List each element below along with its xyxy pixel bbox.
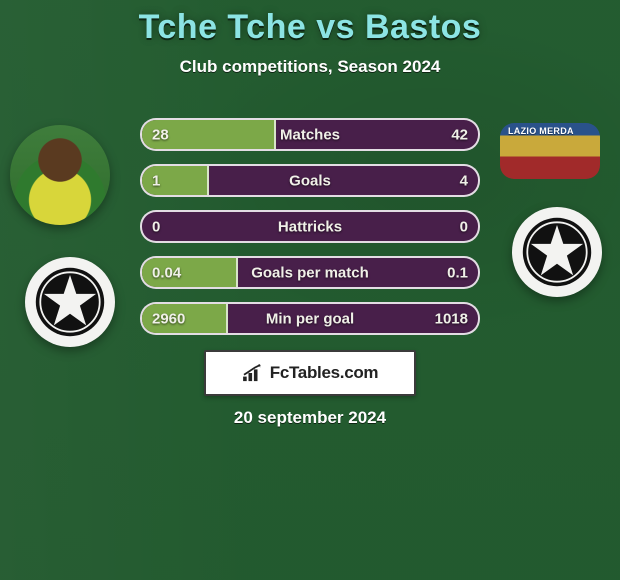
player-right-avatar xyxy=(500,123,600,179)
branding-box: FcTables.com xyxy=(204,350,416,396)
stat-value-left: 2960 xyxy=(152,310,185,327)
stat-label: Goals xyxy=(289,172,331,189)
stat-value-right: 4 xyxy=(460,172,468,189)
stat-row: 0 Hattricks 0 xyxy=(140,210,480,243)
stat-value-right: 1018 xyxy=(435,310,468,327)
stat-value-left: 28 xyxy=(152,126,169,143)
star-in-circle-icon xyxy=(25,257,115,347)
club-right-badge xyxy=(512,207,602,297)
fctables-logo-icon xyxy=(242,364,264,382)
stat-label: Hattricks xyxy=(278,218,342,235)
stat-row: 2960 Min per goal 1018 xyxy=(140,302,480,335)
star-in-circle-icon xyxy=(512,207,602,297)
player-left-avatar xyxy=(10,125,110,225)
subtitle: Club competitions, Season 2024 xyxy=(0,57,620,77)
stat-label: Matches xyxy=(280,126,340,143)
comparison-stats: 28 Matches 42 1 Goals 4 0 Hattricks 0 0.04 Goals p… xyxy=(140,118,480,348)
stat-label: Min per goal xyxy=(266,310,354,327)
page-title: Tche Tche vs Bastos xyxy=(0,0,620,47)
stat-row: 28 Matches 42 xyxy=(140,118,480,151)
stat-value-left: 0.04 xyxy=(152,264,181,281)
stat-value-right: 0.1 xyxy=(447,264,468,281)
stat-value-left: 1 xyxy=(152,172,160,189)
stat-value-right: 42 xyxy=(451,126,468,143)
stat-row: 0.04 Goals per match 0.1 xyxy=(140,256,480,289)
stat-label: Goals per match xyxy=(251,264,369,281)
club-left-badge xyxy=(25,257,115,347)
stat-value-left: 0 xyxy=(152,218,160,235)
stat-value-right: 0 xyxy=(460,218,468,235)
stat-row: 1 Goals 4 xyxy=(140,164,480,197)
date-text: 20 september 2024 xyxy=(0,408,620,428)
branding-text: FcTables.com xyxy=(270,363,379,383)
